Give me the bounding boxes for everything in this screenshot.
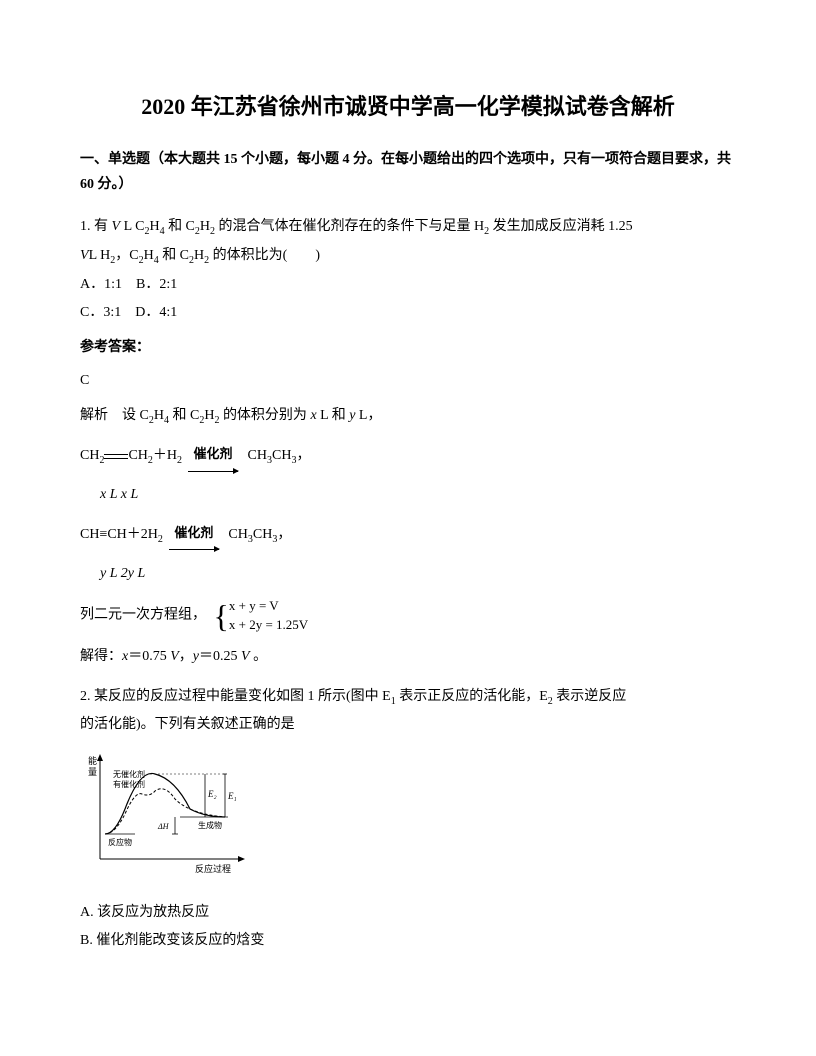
question-2: 2. 某反应的反应过程中能量变化如图 1 所示(图中 E1 表示正反应的活化能，… xyxy=(80,683,736,955)
catalyst-arrow-icon: 催化剂 xyxy=(165,519,223,551)
sub: 3 xyxy=(272,534,277,545)
solve-xv: ＝0.75 xyxy=(128,649,170,664)
solve-v1: V xyxy=(170,649,179,664)
eq2-volumes: y L 2y L xyxy=(100,559,736,590)
x-axis-label: 反应过程 xyxy=(195,863,231,874)
exp-5: 的体积分别为 xyxy=(219,408,310,423)
sub: 2 xyxy=(177,455,182,466)
q1-part4: 和 C xyxy=(165,219,195,234)
q1-part5: H xyxy=(200,219,210,234)
exp-4: H xyxy=(204,408,214,423)
eq1-h2: ＋H xyxy=(153,448,177,463)
q1-part3: H xyxy=(149,219,159,234)
sub: 2 xyxy=(158,534,163,545)
q1-part1: 1. 有 xyxy=(80,219,112,234)
exp-2: H xyxy=(154,408,164,423)
q1-part12: H xyxy=(194,248,204,263)
sys-eq2: x + 2y = 1.25V xyxy=(229,616,308,634)
brace-icon: { xyxy=(214,600,229,632)
no-catalyst-label: 无催化剂 xyxy=(113,769,145,779)
system-brace: { x + y = V x + 2y = 1.25V xyxy=(214,597,309,633)
exp-1: 解析 设 C xyxy=(80,408,149,423)
answer-label: 参考答案： xyxy=(80,335,736,360)
svg-text:量: 量 xyxy=(88,767,97,777)
q1-v1: V xyxy=(112,219,121,234)
solve-v2: V xyxy=(241,649,250,664)
q1-part13: 的体积比为( ) xyxy=(209,248,320,263)
y-axis-label: 能 xyxy=(88,755,97,766)
eq1-ch2: CH xyxy=(80,448,99,463)
sys-label: 列二元一次方程组， xyxy=(80,608,206,623)
q1-explanation: 解析 设 C2H4 和 C2H2 的体积分别为 x L 和 y L， xyxy=(80,401,736,432)
eq2-ch3: CH xyxy=(225,527,248,542)
catalyst-label: 催化剂 xyxy=(194,440,233,469)
q1-options-cd: C．3:1 D．4:1 xyxy=(80,299,736,327)
exp-3: 和 C xyxy=(169,408,199,423)
eq1-ch3: CH xyxy=(244,448,267,463)
sys-eq1: x + y = V xyxy=(229,597,308,615)
question-1: 1. 有 V L C2H4 和 C2H2 的混合气体在催化剂存在的条件下与足量 … xyxy=(80,213,736,672)
solve-end: 。 xyxy=(250,649,268,664)
arrow-icon xyxy=(188,471,238,472)
q1-part7: 发生加成反应消耗 1.25 xyxy=(489,219,633,234)
energy-diagram: 能 量 反应过程 反应物 生成物 无催化剂 有催化剂 E₁ E₂ ΔH xyxy=(80,749,250,879)
q1-options-ab: A．1:1 B．2:1 xyxy=(80,271,736,299)
eq1-ch3b: CH xyxy=(272,448,291,463)
q2-text-2: 的活化能)。下列有关叙述正确的是 xyxy=(80,711,736,739)
q1-part8: L H xyxy=(89,248,111,263)
reactant-label: 反应物 xyxy=(108,837,132,847)
eq2-ch3b: CH xyxy=(253,527,272,542)
system-lines: x + y = V x + 2y = 1.25V xyxy=(229,597,308,633)
eq1-volumes: x L x L xyxy=(100,480,736,511)
q2-2: 表示正反应的活化能，E xyxy=(396,689,548,704)
equation-1: CH2CH2＋H2催化剂 CH3CH3， xyxy=(80,440,736,472)
arrow-icon xyxy=(169,549,219,550)
exp-6: L 和 xyxy=(317,408,350,423)
eq2-left: CH≡CH＋2H xyxy=(80,527,158,542)
q1-part9: ，C xyxy=(115,248,138,263)
q2-1: 2. 某反应的反应过程中能量变化如图 1 所示(图中 E xyxy=(80,689,391,704)
solve-label: 解得： xyxy=(80,649,122,664)
section-header: 一、单选题（本大题共 15 个小题，每小题 4 分。在每小题给出的四个选项中，只… xyxy=(80,147,736,197)
q1-v2: V xyxy=(80,248,89,263)
q1-text-line2: VL H2，C2H4 和 C2H2 的体积比为( ) xyxy=(80,242,736,271)
eq1-ch2b: CH xyxy=(128,448,147,463)
q2-text: 2. 某反应的反应过程中能量变化如图 1 所示(图中 E1 表示正反应的活化能，… xyxy=(80,683,736,712)
q1-part11: 和 C xyxy=(159,248,189,263)
sub: 3 xyxy=(291,455,296,466)
q1-part10: H xyxy=(144,248,154,263)
q2-option-b: B. 催化剂能改变该反应的焓变 xyxy=(80,927,736,955)
e1-label: E₁ xyxy=(227,791,237,801)
product-label: 生成物 xyxy=(198,820,222,830)
catalyst-label: 有催化剂 xyxy=(113,779,145,789)
equation-system: 列二元一次方程组， { x + y = V x + 2y = 1.25V xyxy=(80,597,736,633)
dh-label: ΔH xyxy=(157,822,170,831)
q1-part6: 的混合气体在催化剂存在的条件下与足量 H xyxy=(215,219,484,234)
vol: y L 2y L xyxy=(100,566,145,581)
q2-3: 表示逆反应 xyxy=(553,689,627,704)
catalyst-arrow-icon: 催化剂 xyxy=(184,440,242,472)
exp-7: L， xyxy=(355,408,381,423)
q1-part2: L C xyxy=(120,219,144,234)
solve-yv: ＝0.25 xyxy=(199,649,241,664)
q1-text: 1. 有 V L C2H4 和 C2H2 的混合气体在催化剂存在的条件下与足量 … xyxy=(80,213,736,242)
solve-line: 解得：x＝0.75 V，y＝0.25 V 。 xyxy=(80,642,736,673)
page-title: 2020 年江苏省徐州市诚贤中学高一化学模拟试卷含解析 xyxy=(80,90,736,123)
catalyst-label: 催化剂 xyxy=(174,519,213,548)
e2-label: E₂ xyxy=(207,789,217,799)
q2-option-a: A. 该反应为放热反应 xyxy=(80,899,736,927)
sub: 2 xyxy=(99,455,104,466)
equation-2: CH≡CH＋2H2催化剂 CH3CH3， xyxy=(80,519,736,551)
vol: x L x L xyxy=(100,487,138,502)
q1-answer: C xyxy=(80,368,736,393)
